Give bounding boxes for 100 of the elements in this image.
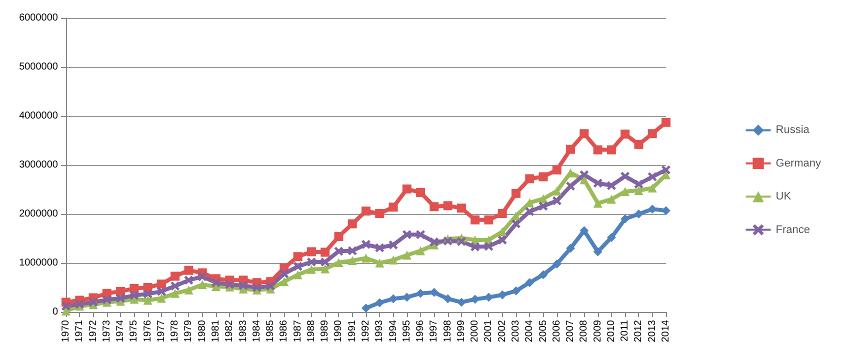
y-tick-label: 3000000 <box>19 160 58 170</box>
point <box>416 188 426 197</box>
x-tick-label: 2009 <box>592 320 604 342</box>
point <box>375 258 384 268</box>
point <box>416 246 426 256</box>
point <box>170 282 180 291</box>
point <box>443 201 452 210</box>
point <box>512 219 520 228</box>
point <box>156 294 166 303</box>
point <box>566 244 576 253</box>
point <box>170 272 180 281</box>
point <box>306 247 316 256</box>
point <box>293 262 302 271</box>
point <box>184 266 194 275</box>
point <box>320 258 330 267</box>
x-tick-label: 2010 <box>606 320 617 342</box>
x-tick-label: 2013 <box>646 320 658 342</box>
x-tick-label: 2011 <box>620 320 631 342</box>
point <box>430 237 439 246</box>
x-tick-label: 2006 <box>551 320 562 342</box>
point <box>334 232 344 242</box>
x-tick-label: 1980 <box>196 320 208 342</box>
x-tick-label: 1983 <box>238 320 249 342</box>
x-tick-label: 1972 <box>88 320 99 342</box>
point <box>512 188 520 198</box>
point <box>538 270 548 280</box>
legend-label: Germany <box>776 157 822 170</box>
point <box>375 298 384 308</box>
point <box>606 145 616 154</box>
y-tick-label: 1000000 <box>19 258 58 268</box>
x-tick-label: 2000 <box>470 320 481 342</box>
point <box>566 144 576 154</box>
x-tick-label: 1974 <box>115 320 126 342</box>
point <box>512 286 520 296</box>
point <box>402 184 412 194</box>
x-tick-label: 1998 <box>442 320 454 342</box>
legend-label: Russia <box>776 124 810 136</box>
legend-label: UK <box>776 190 792 203</box>
point <box>266 282 276 291</box>
point <box>348 246 357 256</box>
point <box>416 230 426 240</box>
legend-label: France <box>776 224 810 236</box>
point <box>388 240 398 250</box>
point <box>593 145 602 154</box>
point <box>484 242 494 251</box>
point <box>293 252 302 262</box>
x-tick-label: 1976 <box>142 320 154 342</box>
x-tick-label: 1990 <box>333 320 344 342</box>
point <box>130 290 139 300</box>
point <box>143 296 152 305</box>
point <box>184 285 194 294</box>
point <box>620 214 630 224</box>
point <box>456 298 466 307</box>
point <box>306 264 316 274</box>
point <box>198 280 207 290</box>
x-tick-label: 1975 <box>128 320 140 342</box>
point <box>306 258 316 267</box>
point <box>170 288 180 298</box>
point <box>662 165 670 174</box>
y-tick-label: 2000000 <box>19 208 58 220</box>
point <box>116 294 126 303</box>
x-tick-label: 1989 <box>320 320 331 342</box>
point <box>334 258 344 268</box>
point <box>430 202 439 212</box>
point <box>593 198 602 208</box>
point <box>362 304 370 313</box>
point <box>525 174 534 184</box>
x-tick-label: 2003 <box>510 320 522 342</box>
point <box>225 280 234 290</box>
y-tick-label: 4000000 <box>19 110 58 122</box>
point <box>552 196 562 206</box>
point <box>580 129 589 138</box>
point <box>620 172 630 181</box>
point <box>348 219 357 228</box>
point <box>320 264 330 274</box>
point <box>484 215 494 224</box>
point <box>293 270 302 280</box>
x-tick-label: 2004 <box>524 320 536 342</box>
x-tick-label: 2005 <box>538 320 549 342</box>
point <box>238 281 248 290</box>
point <box>88 298 98 307</box>
point <box>280 277 289 286</box>
x-tick-label: 1971 <box>74 320 86 342</box>
x-tick-label: 1987 <box>292 320 304 342</box>
x-tick-label: 1982 <box>224 320 236 342</box>
point <box>552 186 562 196</box>
x-tick-label: 1986 <box>278 320 290 342</box>
x-tick-label: 2002 <box>496 320 508 342</box>
x-tick-label: 1979 <box>183 320 194 342</box>
point <box>402 230 412 240</box>
x-tick-label: 1999 <box>456 320 467 342</box>
point <box>552 259 562 268</box>
point <box>388 202 398 212</box>
point <box>525 207 534 216</box>
point <box>662 118 670 127</box>
x-tick-label: 1981 <box>210 320 222 342</box>
x-tick-label: 1977 <box>156 320 167 342</box>
x-tick-label: 1970 <box>60 320 72 342</box>
x-tick-label: 1988 <box>306 320 317 342</box>
x-tick-label: 2001 <box>483 320 494 342</box>
